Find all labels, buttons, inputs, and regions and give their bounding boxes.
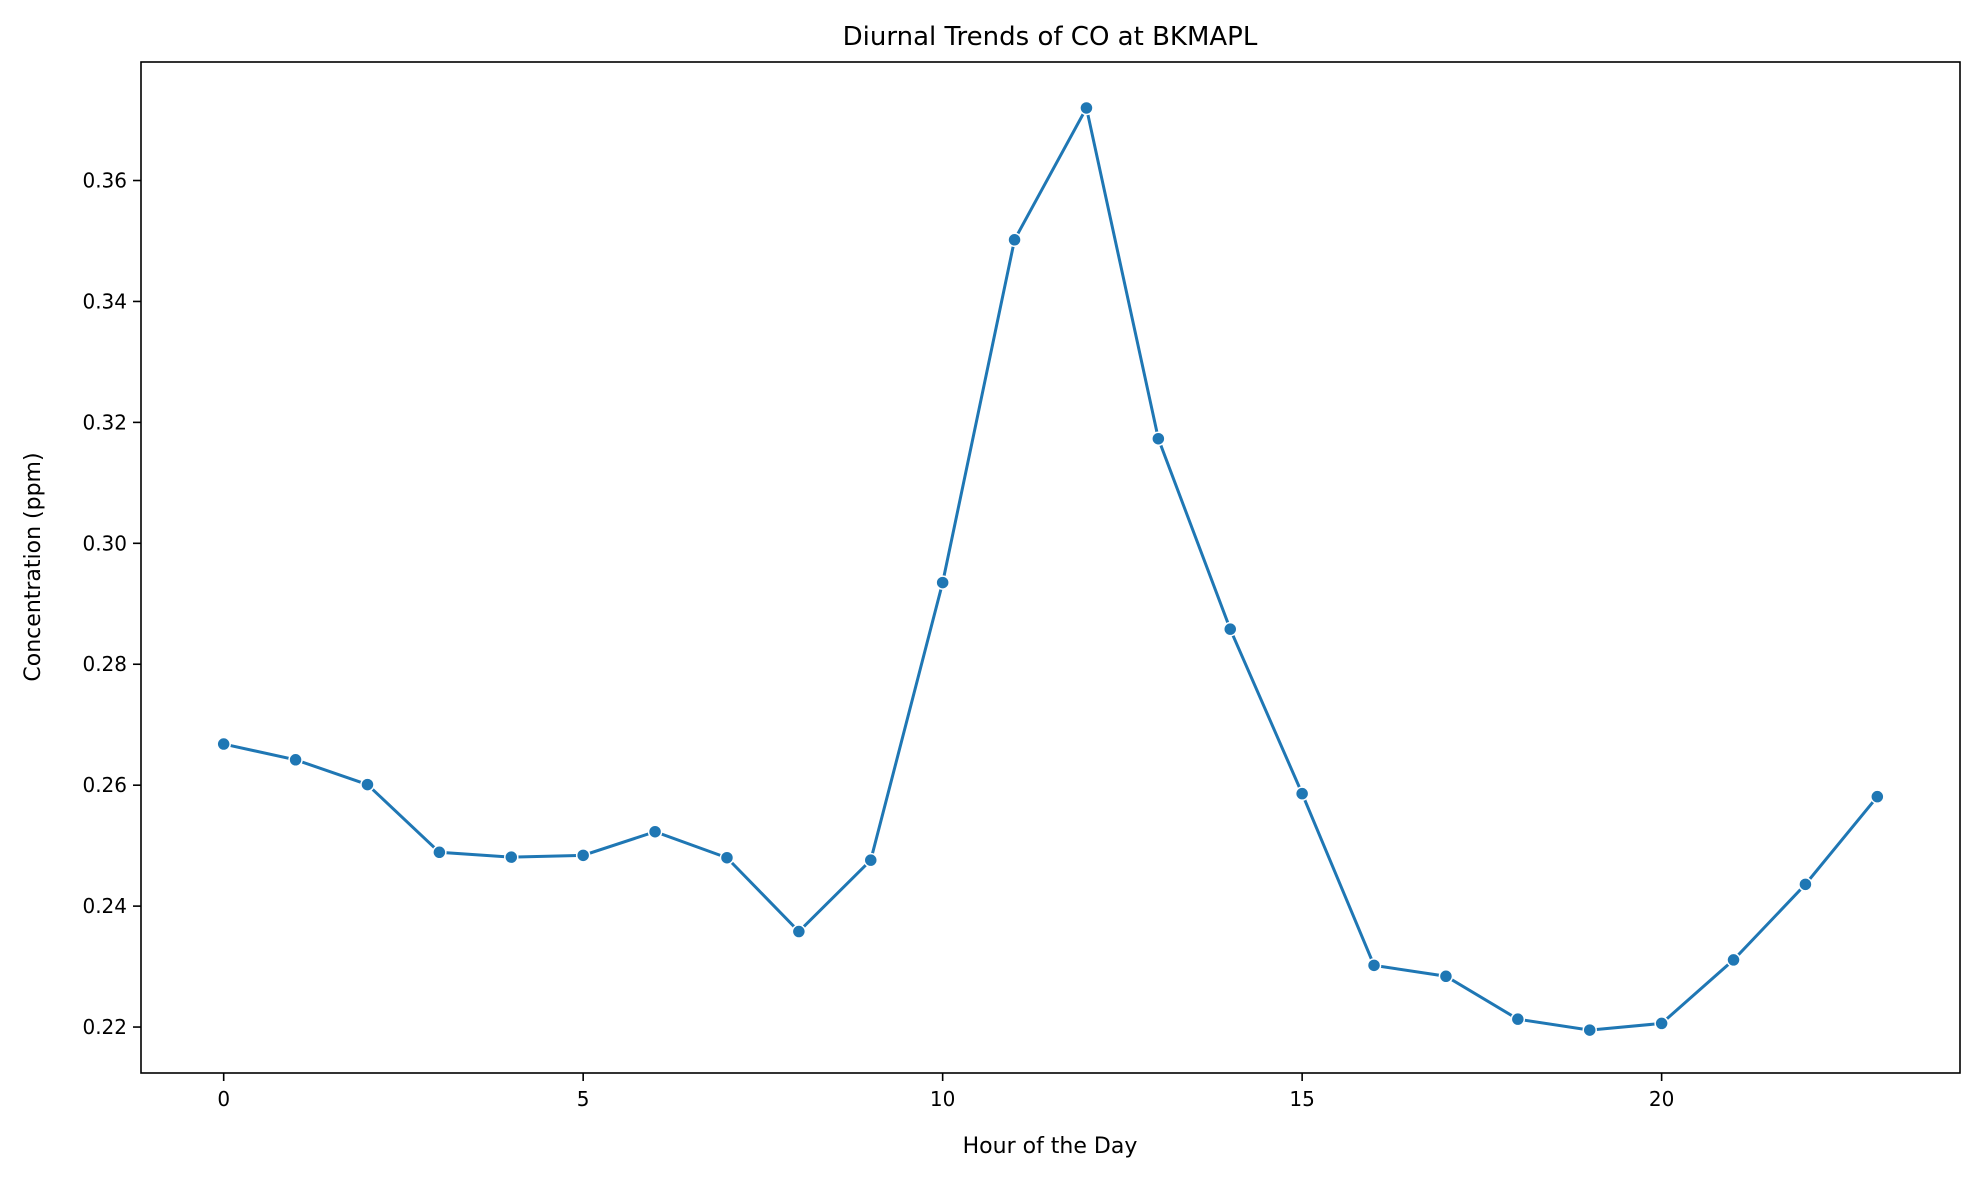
data-point: [1510, 1011, 1526, 1027]
data-point: [1582, 1022, 1597, 1038]
y-tick-label: 0.28: [82, 652, 127, 676]
data-point: [216, 736, 231, 752]
data-point: [432, 845, 447, 860]
x-tick-label: 15: [1289, 1087, 1314, 1111]
data-point: [504, 849, 519, 865]
y-tick-label: 0.36: [82, 169, 127, 193]
x-tick-label: 20: [1649, 1087, 1674, 1111]
y-tick-label: 0.32: [82, 410, 127, 434]
data-point: [575, 848, 591, 863]
y-axis: 0.22 0.24 0.26 0.28 0.30 0.32 0.34 0.36: [82, 169, 141, 1039]
data-point: [863, 852, 879, 868]
y-axis-label: Concentration (ppm): [21, 452, 46, 681]
series-line: [223, 103, 1879, 1032]
data-point: [647, 824, 663, 839]
y-tick-label: 0.30: [82, 531, 127, 555]
data-point: [1007, 232, 1022, 248]
x-axis-label: Hour of the Day: [963, 1134, 1138, 1159]
y-tick-label: 0.34: [82, 289, 127, 313]
x-tick-label: 0: [217, 1087, 230, 1111]
data-point: [360, 777, 375, 792]
data-point: [1870, 789, 1885, 804]
data-point: [1798, 877, 1813, 892]
y-tick-label: 0.26: [82, 773, 127, 797]
y-tick-label: 0.24: [82, 894, 127, 918]
x-tick-label: 5: [577, 1087, 590, 1111]
data-point: [1294, 786, 1310, 801]
y-tick-label: 0.22: [82, 1015, 127, 1039]
x-axis: 0 5 10 15 20: [217, 1073, 1674, 1111]
chart-title: Diurnal Trends of CO at BKMAPL: [843, 22, 1258, 52]
data-point: [1366, 958, 1382, 973]
data-point: [288, 752, 303, 768]
plot-area: [140, 61, 1961, 1074]
data-point: [1151, 431, 1166, 446]
data-point: [1726, 952, 1741, 968]
series-points: [216, 100, 1885, 1038]
data-point: [791, 924, 807, 939]
data-point: [935, 575, 950, 590]
data-point: [1654, 1016, 1669, 1031]
data-point: [719, 850, 735, 865]
x-tick-label: 10: [930, 1087, 955, 1111]
data-point: [1438, 969, 1454, 984]
data-point: [1222, 621, 1238, 637]
data-point: [1079, 100, 1094, 116]
